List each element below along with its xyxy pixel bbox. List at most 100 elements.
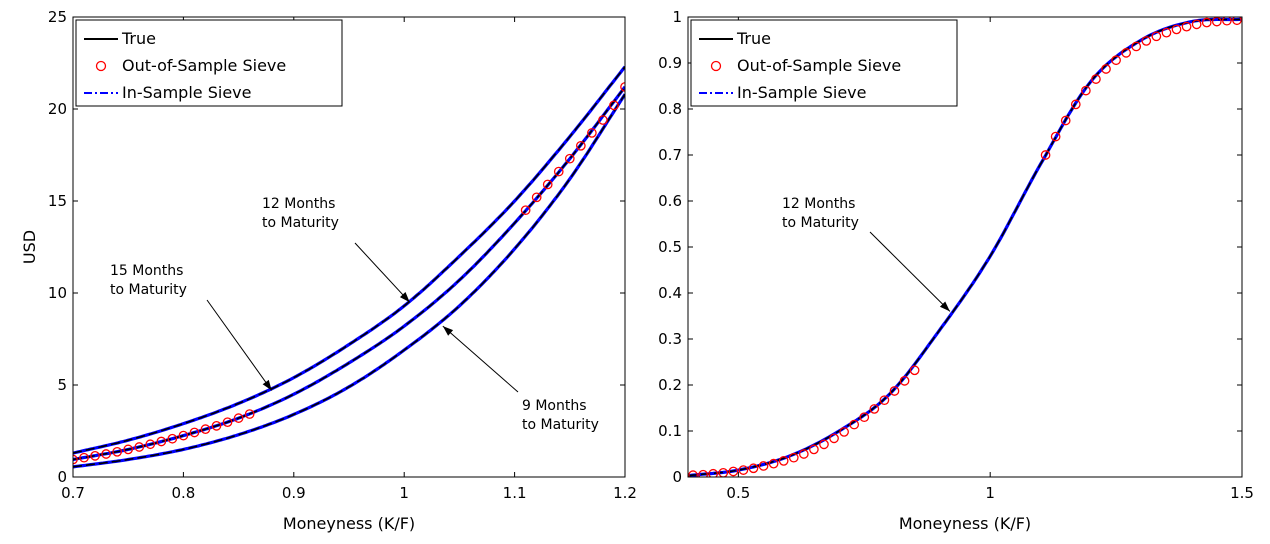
x-tick-label: 1 bbox=[399, 484, 409, 502]
y-tick-label: 0.9 bbox=[658, 54, 682, 72]
annotation-line2: to Maturity bbox=[522, 417, 599, 433]
x-tick-label: 0.9 bbox=[282, 484, 306, 502]
annotation-arrow bbox=[869, 231, 951, 312]
out-of-sample-marker bbox=[1070, 99, 1081, 110]
annotation-arrowhead bbox=[442, 326, 454, 336]
y-tick-label: 0.3 bbox=[658, 330, 682, 348]
in-sample-sieve-line bbox=[73, 65, 625, 455]
y-tick-label: 0.5 bbox=[658, 238, 682, 256]
y-tick-label: 0 bbox=[57, 468, 67, 486]
annotation: 9 Months to Maturity bbox=[442, 325, 599, 433]
plot-frame bbox=[72, 16, 626, 478]
out-of-sample-marker bbox=[1040, 150, 1051, 160]
out-of-sample-marker bbox=[575, 140, 586, 151]
out-of-sample-marker bbox=[233, 413, 244, 423]
out-of-sample-marker bbox=[758, 461, 769, 471]
out-of-sample-marker bbox=[1171, 24, 1182, 35]
out-of-sample-marker bbox=[244, 409, 255, 419]
out-of-sample-marker bbox=[708, 468, 719, 477]
y-tick-label: 1 bbox=[672, 8, 682, 26]
y-tick-label: 10 bbox=[48, 284, 67, 302]
out-of-sample-marker bbox=[1232, 17, 1242, 26]
out-of-sample-marker bbox=[1191, 19, 1202, 30]
true-line bbox=[73, 66, 625, 454]
out-of-sample-marker bbox=[889, 386, 900, 396]
out-of-sample-marker bbox=[859, 412, 870, 423]
out-of-sample-marker bbox=[869, 404, 880, 414]
x-tick-label: 1 bbox=[985, 484, 995, 502]
annotation-line1: 9 Months bbox=[522, 398, 587, 414]
legend-entry-label: True bbox=[736, 29, 771, 48]
annotation-line1: 15 Months bbox=[110, 263, 183, 279]
out-of-sample-marker bbox=[189, 427, 200, 438]
curves bbox=[73, 65, 625, 469]
out-of-sample-marker bbox=[564, 153, 575, 164]
legend-box bbox=[75, 19, 343, 107]
y-tick-label: 0.7 bbox=[658, 146, 682, 164]
x-tick-label: 0.8 bbox=[171, 484, 195, 502]
legend-swatch-out-of-sample bbox=[710, 60, 722, 72]
legend-entry-label: True bbox=[121, 29, 156, 48]
out-of-sample-marker bbox=[587, 128, 597, 138]
x-tick-label: 1.5 bbox=[1230, 484, 1254, 502]
x-tick-label: 0.5 bbox=[726, 484, 750, 502]
y-tick-label: 25 bbox=[48, 8, 67, 26]
out-of-sample-marker bbox=[1050, 131, 1061, 142]
x-tick-label: 1.2 bbox=[613, 484, 637, 502]
out-of-sample-marker bbox=[123, 444, 134, 455]
out-of-sample-marker bbox=[1091, 74, 1101, 84]
y-tick-label: 0.6 bbox=[658, 192, 682, 210]
out-of-sample-marker bbox=[222, 417, 233, 428]
annotation-line1: 12 Months bbox=[782, 196, 855, 212]
out-of-sample-marker bbox=[809, 444, 819, 455]
out-of-sample-marker bbox=[598, 115, 608, 125]
out-of-sample-marker bbox=[145, 439, 156, 450]
out-of-sample-marker bbox=[728, 466, 739, 477]
out-of-sample-marker bbox=[798, 449, 809, 459]
legend-box bbox=[690, 19, 958, 107]
out-of-sample-marker bbox=[200, 424, 211, 435]
out-of-sample-marker bbox=[1121, 48, 1132, 58]
legend-entry-label: Out-of-Sample Sieve bbox=[122, 56, 286, 75]
legend: True Out-of-Sample Sieve In-Sample Sieve bbox=[75, 19, 343, 107]
out-of-sample-marker bbox=[1151, 31, 1162, 42]
y-tick-label: 0 bbox=[672, 468, 682, 486]
out-of-sample-marker bbox=[738, 465, 749, 475]
x-axis-label: Moneyness (K/F) bbox=[283, 514, 415, 533]
out-of-sample-marker bbox=[909, 365, 920, 376]
out-of-sample-marker bbox=[718, 468, 729, 477]
annotation-arrow bbox=[206, 299, 273, 391]
out-of-sample-marker bbox=[167, 433, 178, 444]
annotation-line2: to Maturity bbox=[782, 215, 859, 231]
out-of-sample-marker bbox=[211, 420, 222, 431]
annotation: 12 Months to Maturity bbox=[782, 196, 951, 312]
annotation-line2: to Maturity bbox=[110, 282, 187, 298]
out-of-sample-marker bbox=[748, 463, 759, 474]
out-of-sample-marker bbox=[778, 456, 789, 466]
out-of-sample-marker bbox=[788, 452, 799, 463]
legend-entry-label: In-Sample Sieve bbox=[737, 83, 866, 102]
out-of-sample-marker bbox=[1181, 21, 1192, 32]
out-of-sample-markers bbox=[688, 17, 1242, 477]
y-tick-label: 15 bbox=[48, 192, 67, 210]
y-tick-label: 0.8 bbox=[658, 100, 682, 118]
curves bbox=[688, 17, 1242, 477]
out-of-sample-marker bbox=[879, 395, 890, 406]
out-of-sample-marker bbox=[79, 452, 89, 463]
y-tick-label: 0.1 bbox=[658, 422, 682, 440]
out-of-sample-marker bbox=[1111, 55, 1121, 66]
y-axis-label: USD bbox=[20, 230, 39, 264]
annotation-arrow bbox=[354, 242, 411, 303]
out-of-sample-marker bbox=[849, 419, 860, 430]
out-of-sample-marker bbox=[839, 427, 849, 437]
out-of-sample-marker bbox=[553, 166, 564, 177]
out-of-sample-marker bbox=[698, 469, 708, 477]
out-of-sample-marker bbox=[1081, 85, 1091, 96]
x-axis-label: Moneyness (K/F) bbox=[899, 514, 1031, 533]
out-of-sample-marker bbox=[1161, 27, 1172, 38]
x-tick-label: 0.7 bbox=[61, 484, 85, 502]
out-of-sample-marker bbox=[1141, 36, 1152, 46]
annotation: 15 Months to Maturity bbox=[110, 263, 273, 391]
out-of-sample-marker bbox=[1101, 64, 1111, 74]
